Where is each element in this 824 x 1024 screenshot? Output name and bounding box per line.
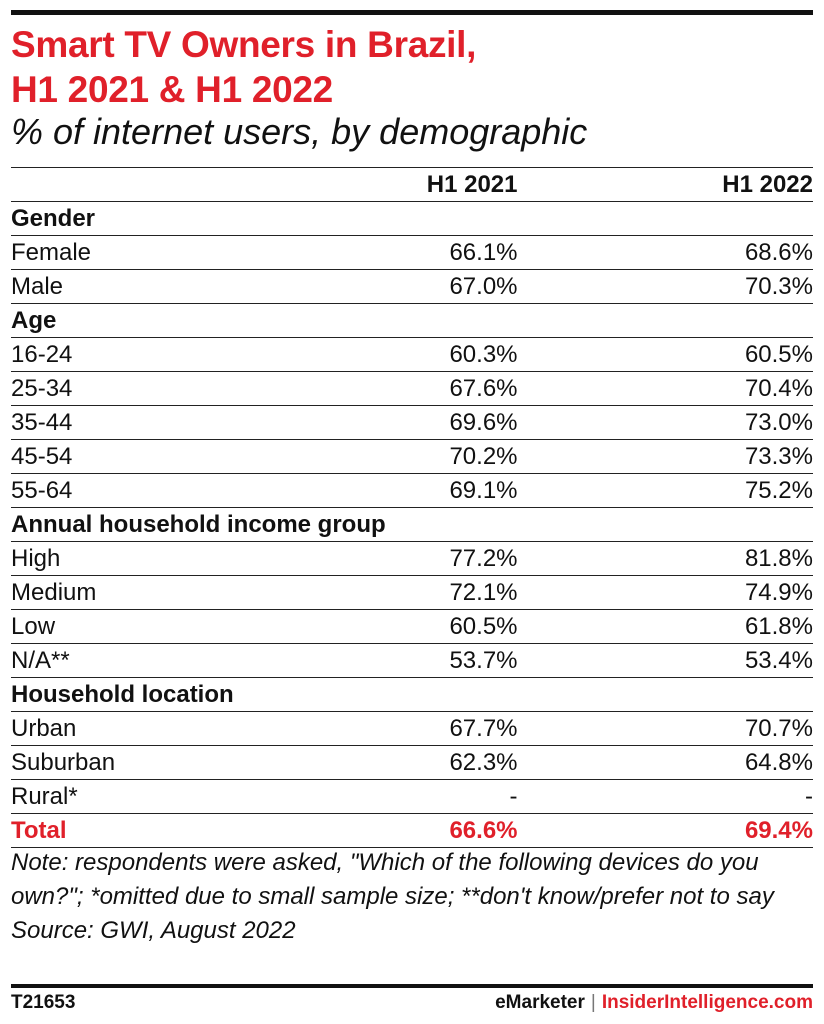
value-h1-2021: - [115,779,518,814]
row-label: 55-64 [11,473,116,508]
brand-credit: eMarketer | InsiderIntelligence.com [495,992,813,1014]
footnote: Note: respondents were asked, "Which of … [11,846,816,948]
group-row: Age [11,303,813,338]
value-h1-2021: 70.2% [115,439,518,474]
value-h1-2021: 77.2% [115,541,518,576]
value-h1-2021: 69.1% [115,473,518,508]
value-h1-2022: 70.4% [517,371,813,406]
title-line-2: H1 2021 & H1 2022 [11,69,333,110]
row-label: Female [11,235,116,270]
value-h1-2021: 72.1% [115,575,518,610]
row-label: N/A** [11,643,116,678]
header-h1-2022: H1 2022 [517,167,813,202]
value-h1-2021: 67.7% [115,711,518,746]
row-label: Urban [11,711,116,746]
brand-emarketer: eMarketer [495,992,585,1013]
group-label: Age [11,303,813,338]
value-h1-2021: 62.3% [115,745,518,780]
row-label: 35-44 [11,405,116,440]
table-row: 45-54 70.2% 73.3% [11,439,813,474]
table-row: Medium 72.1% 74.9% [11,575,813,610]
table-row: Rural* - - [11,779,813,814]
value-h1-2021: 66.1% [115,235,518,270]
brand-separator: | [590,992,596,1013]
top-rule [11,10,813,15]
table-row: 55-64 69.1% 75.2% [11,473,813,508]
value-h1-2022: 73.0% [517,405,813,440]
value-h1-2022: 64.8% [517,745,813,780]
value-h1-2021: 67.0% [115,269,518,304]
value-h1-2022: 81.8% [517,541,813,576]
total-h1-2022: 69.4% [517,813,813,848]
group-row: Annual household income group [11,507,813,542]
group-row: Household location [11,677,813,712]
value-h1-2021: 67.6% [115,371,518,406]
header-h1-2021: H1 2021 [115,167,518,202]
table-row: Female 66.1% 68.6% [11,235,813,270]
bottom-rule [11,984,813,988]
brand-insider-intelligence: InsiderIntelligence.com [601,992,813,1013]
value-h1-2022: 70.7% [517,711,813,746]
value-h1-2022: 61.8% [517,609,813,644]
value-h1-2021: 69.6% [115,405,518,440]
value-h1-2022: 74.9% [517,575,813,610]
table-row: Male 67.0% 70.3% [11,269,813,304]
value-h1-2021: 60.3% [115,337,518,372]
group-label: Annual household income group [11,507,813,542]
total-h1-2021: 66.6% [115,813,518,848]
value-h1-2021: 60.5% [115,609,518,644]
total-row: Total 66.6% 69.4% [11,813,813,848]
title-line-1: Smart TV Owners in Brazil, [11,24,477,65]
row-label: Medium [11,575,116,610]
data-table: H1 2021 H1 2022 Gender Female 66.1% 68.6% Ma… [11,167,813,848]
table-row: 16-24 60.3% 60.5% [11,337,813,372]
header-blank [11,167,116,202]
row-label: Rural* [11,779,116,814]
table-row: Suburban 62.3% 64.8% [11,745,813,780]
row-label: 45-54 [11,439,116,474]
group-label: Household location [11,677,813,712]
row-label: High [11,541,116,576]
value-h1-2021: 53.7% [115,643,518,678]
header-row: H1 2021 H1 2022 [11,167,813,202]
row-label: 25-34 [11,371,116,406]
table-body: Gender Female 66.1% 68.6% Male 67.0% 70.3% Age 1… [11,201,813,848]
row-label: Low [11,609,116,644]
table-row: 25-34 67.6% 70.4% [11,371,813,406]
value-h1-2022: - [517,779,813,814]
value-h1-2022: 70.3% [517,269,813,304]
value-h1-2022: 73.3% [517,439,813,474]
chart-id: T21653 [11,992,76,1013]
source-text: Source: GWI, August 2022 [11,917,296,944]
row-label: 16-24 [11,337,116,372]
row-label: Suburban [11,745,116,780]
row-label: Male [11,269,116,304]
table-row: Urban 67.7% 70.7% [11,711,813,746]
value-h1-2022: 60.5% [517,337,813,372]
group-row: Gender [11,201,813,236]
table-row: Low 60.5% 61.8% [11,609,813,644]
chart-subtitle: % of internet users, by demographic [11,111,588,152]
group-label: Gender [11,201,813,236]
table-row: High 77.2% 81.8% [11,541,813,576]
table-row: N/A** 53.7% 53.4% [11,643,813,678]
table-row: 35-44 69.6% 73.0% [11,405,813,440]
note-text: Note: respondents were asked, "Which of … [11,849,774,910]
value-h1-2022: 68.6% [517,235,813,270]
value-h1-2022: 75.2% [517,473,813,508]
value-h1-2022: 53.4% [517,643,813,678]
total-label: Total [11,813,116,848]
chart-title: Smart TV Owners in Brazil, H1 2021 & H1 … [11,22,811,112]
